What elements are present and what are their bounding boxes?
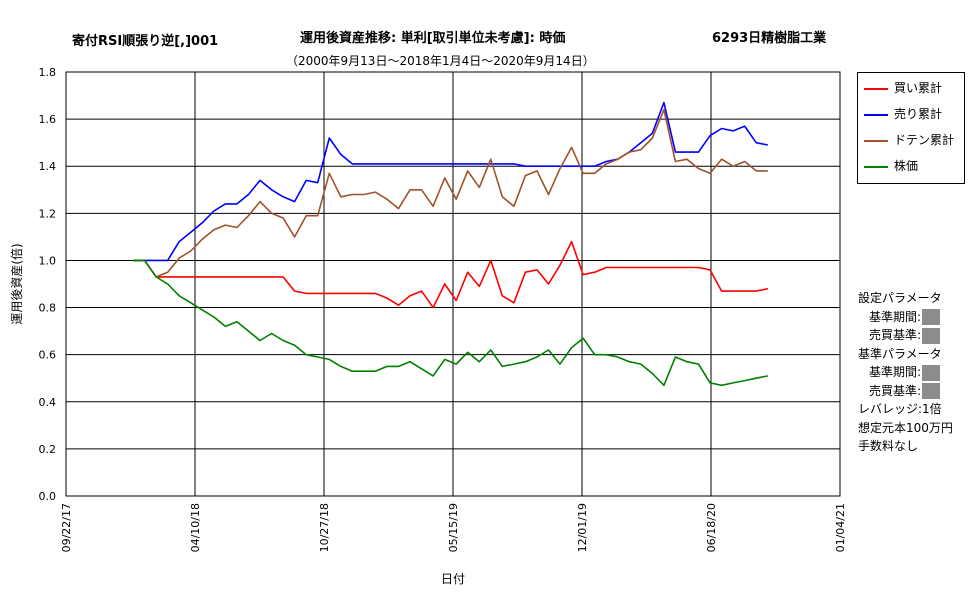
series-line-1 bbox=[133, 101, 768, 262]
param-fee: 手数料なし bbox=[858, 439, 919, 453]
param-row: 基準期間: bbox=[858, 308, 953, 327]
y-tick-label: 1.0 bbox=[39, 254, 57, 267]
y-tick-label: 0.8 bbox=[39, 302, 57, 315]
strategy-title: 寄付RSI順張り逆[,]001 bbox=[72, 34, 219, 49]
param-capital: 想定元本100万円 bbox=[858, 420, 953, 435]
hidden-value-box bbox=[922, 383, 941, 399]
y-tick-label: 1.8 bbox=[39, 66, 57, 79]
legend-swatch bbox=[864, 88, 888, 90]
x-tick-label: 09/22/17 bbox=[60, 503, 73, 552]
x-tick-label: 06/18/20 bbox=[705, 503, 718, 552]
legend-swatch bbox=[864, 114, 888, 116]
param-heading-settings: 設定パラメータ bbox=[858, 291, 942, 305]
x-tick-label: 04/10/18 bbox=[189, 503, 202, 552]
param-row: 基準期間: bbox=[858, 363, 953, 382]
legend-label: ドテン累計 bbox=[894, 133, 955, 147]
x-axis-ticks: 09/22/17 04/10/18 10/27/18 05/15/19 12/01/19… bbox=[60, 503, 847, 552]
param-label: 基準期間: bbox=[869, 309, 922, 324]
y-axis-label: 運用後資産(倍) bbox=[9, 243, 24, 324]
param-leverage: レバレッジ:1倍 bbox=[858, 402, 942, 416]
param-heading-base: 基準パラメータ bbox=[858, 346, 942, 361]
hidden-value-box bbox=[922, 364, 941, 381]
legend: 買い累計 売り累計 ドテン累計 株価 bbox=[857, 72, 965, 184]
date-range-subtitle: （2000年9月13日〜2018年1月4日〜2020年9月14日） bbox=[286, 54, 595, 68]
legend-label: 株価 bbox=[894, 159, 919, 173]
legend-label: 買い累計 bbox=[894, 81, 943, 95]
parameter-panel: 設定パラメータ 基準期間: 売買基準: 基準パラメータ 基準期間: 売買基準: … bbox=[858, 289, 953, 456]
x-tick-label: 12/01/19 bbox=[576, 503, 589, 552]
y-tick-label: 1.2 bbox=[39, 207, 57, 220]
hidden-value-box bbox=[922, 309, 941, 325]
param-row: 売買基準: bbox=[858, 382, 953, 401]
param-label: 基準期間: bbox=[869, 365, 922, 379]
y-tick-label: 1.6 bbox=[39, 113, 57, 126]
y-tick-label: 0.2 bbox=[39, 443, 57, 456]
series-lines bbox=[133, 101, 768, 387]
legend-swatch bbox=[864, 166, 888, 168]
param-label: 売買基準: bbox=[869, 383, 922, 398]
hidden-value-box bbox=[922, 327, 941, 344]
y-tick-label: 1.4 bbox=[39, 160, 57, 173]
series-line-2 bbox=[133, 108, 768, 278]
param-row: 売買基準: bbox=[858, 326, 953, 345]
series-line-0 bbox=[133, 240, 768, 309]
param-label: 売買基準: bbox=[869, 328, 922, 342]
x-tick-label: 10/27/18 bbox=[318, 503, 331, 552]
y-tick-label: 0.0 bbox=[39, 490, 57, 503]
legend-label: 売り累計 bbox=[894, 107, 943, 121]
series-line-3 bbox=[133, 259, 768, 387]
x-tick-label: 05/15/19 bbox=[447, 503, 460, 552]
legend-swatch bbox=[864, 140, 888, 142]
chart-title: 運用後資産推移: 単利[取引単位未考慮]: 時価 bbox=[300, 31, 566, 46]
x-axis-label: 日付 bbox=[441, 572, 465, 586]
plot-frame bbox=[65, 71, 841, 497]
x-tick-label: 01/04/21 bbox=[834, 503, 847, 552]
y-tick-label: 0.4 bbox=[39, 396, 57, 409]
y-axis-ticks: 0.0 0.2 0.4 0.6 0.8 1.0 1.2 1.4 1.6 1.8 bbox=[39, 66, 57, 503]
grid-lines bbox=[65, 71, 841, 497]
stock-name: 6293日精樹脂工業 bbox=[712, 31, 827, 46]
y-tick-label: 0.6 bbox=[39, 349, 57, 362]
